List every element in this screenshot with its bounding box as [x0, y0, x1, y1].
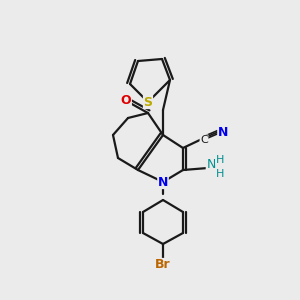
- Text: S: S: [143, 95, 152, 109]
- Text: H: H: [216, 155, 224, 165]
- Text: N: N: [218, 125, 228, 139]
- Text: Br: Br: [155, 259, 171, 272]
- Text: H: H: [216, 169, 224, 179]
- Text: N: N: [158, 176, 168, 188]
- Text: O: O: [121, 94, 131, 106]
- Text: N: N: [206, 158, 216, 172]
- Text: C: C: [200, 135, 208, 145]
